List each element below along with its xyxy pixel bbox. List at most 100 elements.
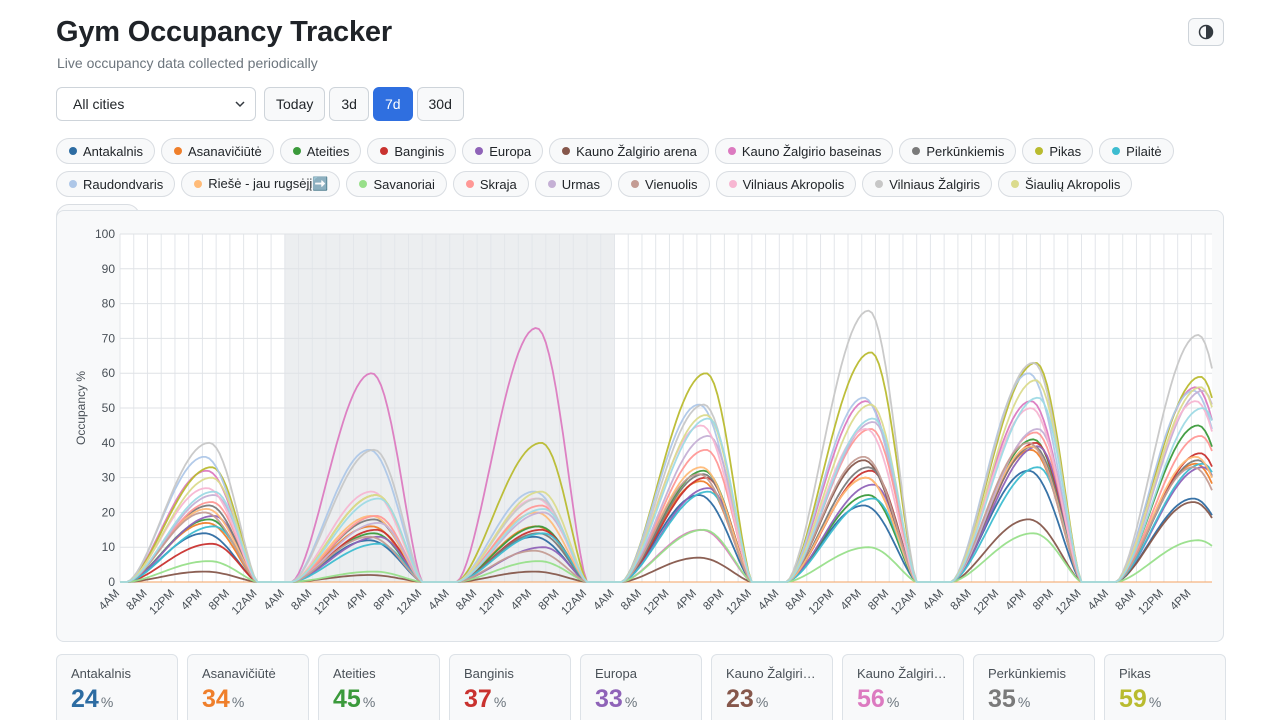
chip-color-dot	[912, 147, 921, 155]
stat-name: Europa	[595, 666, 637, 681]
x-tick-label: 8AM	[619, 588, 644, 613]
range-3d-button[interactable]: 3d	[329, 87, 369, 121]
x-tick-label: 12PM	[312, 588, 342, 618]
gym-chip-raudondvaris[interactable]: Raudondvaris	[56, 171, 176, 197]
series-line-vienuolis	[120, 442, 1213, 583]
gym-chip-urmas[interactable]: Urmas	[534, 171, 613, 197]
city-select[interactable]: All cities	[56, 87, 256, 121]
chip-color-dot	[292, 147, 301, 155]
gym-chip-pilaite[interactable]: Pilaitė	[1099, 138, 1174, 164]
gym-chip-pikas[interactable]: Pikas	[1022, 138, 1094, 164]
gym-chip-banginis[interactable]: Banginis	[367, 138, 457, 164]
chip-color-dot	[562, 147, 571, 155]
x-tick-label: 12PM	[147, 588, 177, 618]
x-tick-label: 12AM	[395, 588, 425, 618]
chip-color-dot	[465, 180, 474, 188]
range-30d-button[interactable]: 30d	[416, 87, 464, 121]
x-tick-label: 8AM	[289, 588, 314, 613]
x-tick-label: 8PM	[207, 588, 232, 613]
x-tick-label: 4PM	[674, 588, 699, 613]
stat-card: Antakalnis 24%	[56, 654, 178, 720]
gym-chip-vienuolis[interactable]: Vienuolis	[618, 171, 710, 197]
stat-value: 35%	[988, 685, 1080, 714]
x-tick-label: 4PM	[1168, 588, 1193, 613]
gym-chip-ateities[interactable]: Ateities	[279, 138, 362, 164]
chip-label: Savanoriai	[373, 176, 435, 192]
stat-card: Perkūnkiemis 35%	[973, 654, 1095, 720]
range-today-button[interactable]: Today	[264, 87, 326, 121]
range-7d-button[interactable]: 7d	[372, 87, 413, 121]
gym-chip-riese-jau-rugseji[interactable]: Riešė - jau rugsėjį➡️	[181, 171, 341, 197]
gym-chip-vilniaus-akropolis[interactable]: Vilniaus Akropolis	[715, 171, 857, 197]
chip-color-dot	[1011, 180, 1020, 188]
chip-label: Ateities	[306, 143, 350, 159]
theme-toggle-button[interactable]	[1188, 18, 1224, 46]
chip-color-dot	[69, 147, 77, 155]
y-tick-label: 80	[102, 297, 116, 311]
stat-card: Europa 33%	[580, 654, 702, 720]
page-title: Gym Occupancy Tracker	[56, 16, 392, 48]
stat-value: 33%	[595, 685, 687, 714]
gym-chip-kauno-zalgirio-arena[interactable]: Kauno Žalgirio arena	[549, 138, 709, 164]
x-tick-label: 12PM	[807, 588, 837, 618]
chip-label: Vienuolis	[645, 176, 698, 192]
gym-chip-europa[interactable]: Europa	[462, 138, 544, 164]
y-tick-label: 60	[102, 366, 116, 380]
gym-chip-siauliu-akropolis[interactable]: Šiaulių Akropolis	[998, 171, 1133, 197]
x-tick-label: 12AM	[889, 588, 919, 618]
chip-color-dot	[728, 180, 737, 188]
chip-label: Vilniaus Žalgiris	[889, 176, 981, 192]
gym-chip-antakalnis[interactable]: Antakalnis	[56, 138, 155, 164]
chip-color-dot	[173, 147, 182, 155]
stat-card: Kauno Žalgirio... 56%	[842, 654, 964, 720]
y-tick-label: 30	[102, 471, 116, 485]
stat-value: 34%	[202, 685, 294, 714]
x-tick-label: 4AM	[756, 588, 781, 613]
stat-unit: %	[624, 694, 638, 710]
y-tick-label: 100	[95, 227, 115, 241]
x-tick-label: 12PM	[1136, 588, 1166, 618]
y-tick-label: 10	[102, 540, 116, 554]
x-tick-label: 8AM	[1113, 588, 1138, 613]
city-select-value: All cities	[73, 96, 125, 112]
x-tick-label: 12AM	[724, 588, 754, 618]
stat-number: 59	[1119, 685, 1147, 713]
stat-unit: %	[1017, 694, 1031, 710]
gym-chip-skraja[interactable]: Skraja	[452, 171, 529, 197]
x-tick-label: 4AM	[1086, 588, 1111, 613]
stat-name: Ateities	[333, 666, 376, 681]
chip-color-dot	[69, 180, 77, 188]
gym-chip-savanoriai[interactable]: Savanoriai	[346, 171, 447, 197]
stat-card: Asanavičiūtė 34%	[187, 654, 309, 720]
y-tick-label: 50	[102, 401, 116, 415]
x-tick-label: 8PM	[372, 588, 397, 613]
series-line-savanoriai	[120, 528, 1213, 583]
gym-chip-asanaviciute[interactable]: Asanavičiūtė	[160, 138, 274, 164]
stat-name: Pikas	[1119, 666, 1151, 681]
stat-value: 24%	[71, 685, 163, 714]
chip-label: Pikas	[1049, 143, 1082, 159]
gym-chip-perkunkiemis[interactable]: Perkūnkiemis	[899, 138, 1017, 164]
x-tick-label: 4PM	[344, 588, 369, 613]
stat-card: Ateities 45%	[318, 654, 440, 720]
x-tick-label: 4PM	[509, 588, 534, 613]
stat-card: Pikas 59%	[1104, 654, 1226, 720]
x-tick-label: 12AM	[230, 588, 260, 618]
gym-chip-vilniaus-zalgiris[interactable]: Vilniaus Žalgiris	[862, 171, 993, 197]
stat-number: 35	[988, 685, 1016, 713]
chip-label: Antakalnis	[83, 143, 143, 159]
stat-unit: %	[493, 694, 507, 710]
x-tick-label: 8PM	[866, 588, 891, 613]
stat-name: Antakalnis	[71, 666, 131, 681]
chip-color-dot	[547, 180, 556, 188]
chip-label: Urmas	[561, 176, 601, 192]
x-tick-label: 12PM	[477, 588, 507, 618]
y-tick-label: 0	[108, 575, 115, 589]
x-tick-label: 8PM	[701, 588, 726, 613]
filter-controls: All cities Today 3d 7d 30d	[56, 87, 464, 121]
chip-label: Riešė - jau rugsėjį➡️	[208, 176, 329, 191]
x-tick-label: 12AM	[559, 588, 589, 618]
chip-color-dot	[1112, 147, 1121, 155]
gym-chip-kauno-zalgirio-baseinas[interactable]: Kauno Žalgirio baseinas	[714, 138, 894, 164]
